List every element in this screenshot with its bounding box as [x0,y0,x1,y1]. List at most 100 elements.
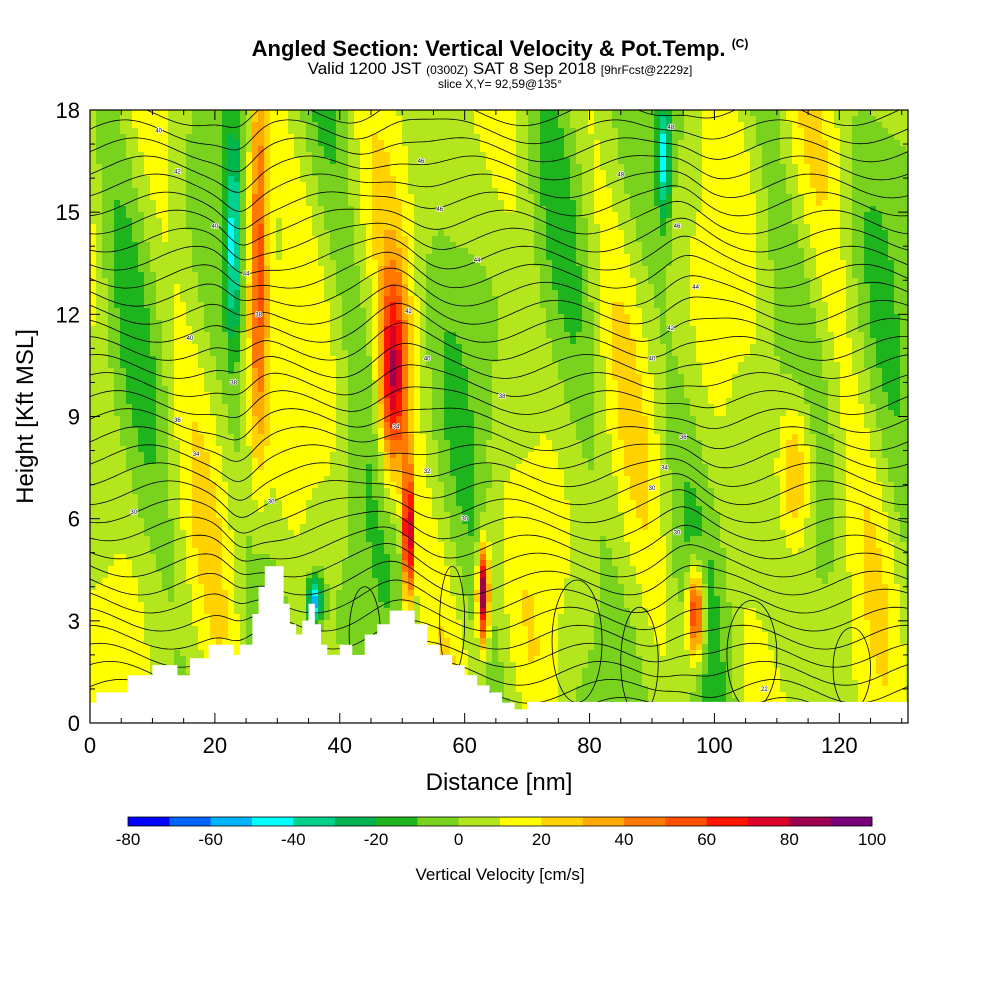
velocity-cell [294,134,301,141]
velocity-cell [636,176,643,183]
velocity-cell [678,122,685,129]
velocity-cell [612,146,619,153]
velocity-cell [366,248,373,255]
velocity-cell [612,290,619,297]
velocity-cell [234,158,241,165]
velocity-cell [486,152,493,159]
velocity-cell [876,242,883,249]
velocity-cell [714,266,721,273]
velocity-cell [108,290,115,297]
velocity-cell [534,182,541,189]
velocity-cell [120,182,127,189]
velocity-cell [690,278,697,285]
velocity-cell [678,296,685,303]
velocity-cell [306,176,313,183]
velocity-cell [414,170,421,177]
velocity-cell [396,248,403,255]
velocity-cell [858,176,865,183]
velocity-cell [648,272,655,279]
velocity-cell [270,170,277,177]
velocity-cell [768,290,775,297]
velocity-cell [786,314,793,321]
velocity-cell [648,302,655,309]
velocity-cell [612,164,619,171]
velocity-cell [264,260,271,267]
velocity-cell [222,128,229,135]
velocity-cell [324,218,331,225]
velocity-cell [486,212,493,219]
velocity-cell [114,164,121,171]
velocity-cell [222,194,229,201]
velocity-cell [198,134,205,141]
velocity-cell [354,158,361,165]
velocity-cell [534,128,541,135]
velocity-cell [222,158,229,165]
velocity-cell [768,158,775,165]
velocity-cell [282,140,289,147]
velocity-cell [816,194,823,201]
velocity-cell [672,272,679,279]
velocity-cell [144,140,151,147]
velocity-cell [816,254,823,261]
velocity-cell [396,200,403,207]
velocity-cell [222,290,229,297]
velocity-cell [102,290,109,297]
velocity-cell [270,194,277,201]
velocity-cell [870,158,877,165]
velocity-cell [612,152,619,159]
velocity-cell [534,242,541,249]
velocity-cell [732,272,739,279]
velocity-cell [504,134,511,141]
velocity-cell [624,164,631,171]
velocity-cell [198,308,205,315]
velocity-cell [678,194,685,201]
velocity-cell [762,152,769,159]
velocity-cell [390,176,397,183]
velocity-cell [90,110,97,117]
velocity-cell [576,200,583,207]
velocity-cell [210,110,217,117]
velocity-cell [822,248,829,255]
velocity-cell [504,206,511,213]
velocity-cell [300,206,307,213]
velocity-cell [600,314,607,321]
velocity-cell [900,254,907,261]
velocity-cell [384,140,391,147]
velocity-cell [858,254,865,261]
velocity-cell [198,272,205,279]
velocity-cell [306,188,313,195]
velocity-cell [372,266,379,273]
velocity-cell [876,308,883,315]
velocity-cell [726,272,733,279]
velocity-cell [684,134,691,141]
velocity-cell [738,212,745,219]
velocity-cell [168,128,175,135]
velocity-cell [564,302,571,309]
velocity-cell [648,224,655,231]
velocity-cell [228,326,235,333]
velocity-cell [606,194,613,201]
velocity-cell [486,320,493,327]
velocity-cell [690,296,697,303]
velocity-cell [306,290,313,297]
velocity-cell [804,128,811,135]
velocity-cell [618,260,625,267]
velocity-cell [138,152,145,159]
velocity-cell [174,272,181,279]
velocity-cell [546,200,553,207]
velocity-cell [672,206,679,213]
velocity-cell [126,146,133,153]
velocity-cell [102,242,109,249]
velocity-cell [528,266,535,273]
velocity-cell [684,194,691,201]
velocity-cell [126,140,133,147]
velocity-cell [672,290,679,297]
velocity-cell [324,134,331,141]
velocity-cell [186,284,193,291]
velocity-cell [348,218,355,225]
velocity-cell [780,296,787,303]
velocity-cell [156,110,163,117]
velocity-cell [156,176,163,183]
velocity-cell [360,128,367,135]
velocity-cell [444,236,451,243]
